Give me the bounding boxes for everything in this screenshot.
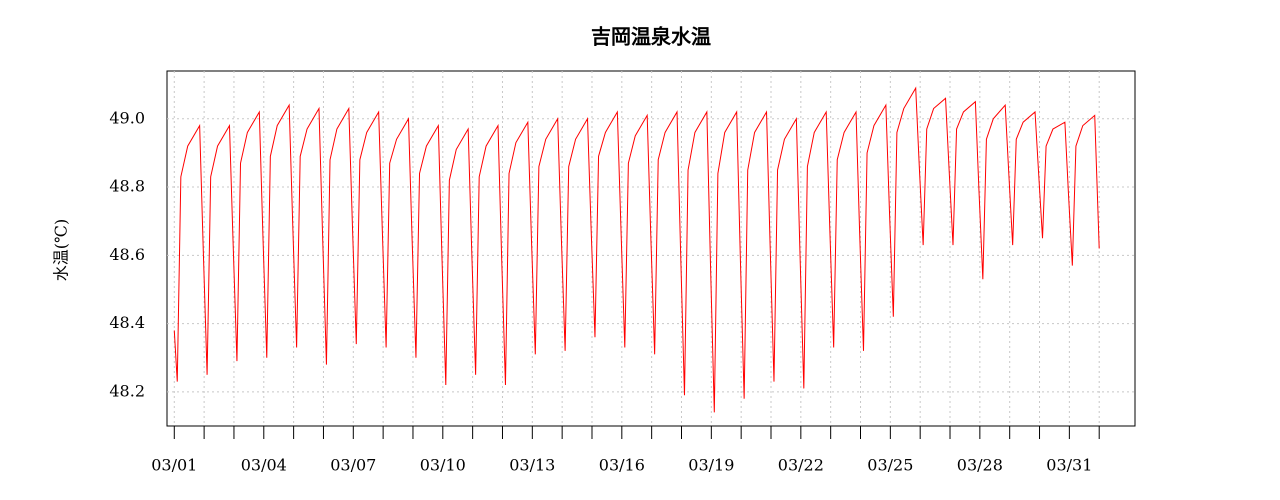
y-tick-label: 49.0: [109, 108, 145, 127]
data-line: [173, 86, 1100, 413]
x-tick-label: 03/31: [1046, 456, 1092, 475]
x-tick-label: 03/22: [778, 456, 824, 475]
plot-frame: [166, 70, 1136, 427]
x-tick-label: 03/04: [241, 456, 287, 475]
x-tick-label: 03/10: [420, 456, 466, 475]
x-tick-label: 03/07: [330, 456, 376, 475]
y-tick-label: 48.6: [109, 245, 145, 264]
x-tick-label: 03/01: [151, 456, 197, 475]
y-axis-label: 水温(℃): [52, 219, 71, 281]
x-tick-label: 03/25: [867, 456, 913, 475]
y-tick-label: 48.8: [109, 177, 145, 196]
x-tick-label: 03/13: [509, 456, 555, 475]
y-tick-label: 48.2: [109, 381, 145, 400]
x-tick-label: 03/16: [599, 456, 645, 475]
x-tick-label: 03/28: [957, 456, 1003, 475]
chart-title: 吉岡温泉水温: [591, 25, 711, 49]
y-tick-label: 48.4: [109, 313, 145, 332]
x-tick-label: 03/19: [688, 456, 734, 475]
